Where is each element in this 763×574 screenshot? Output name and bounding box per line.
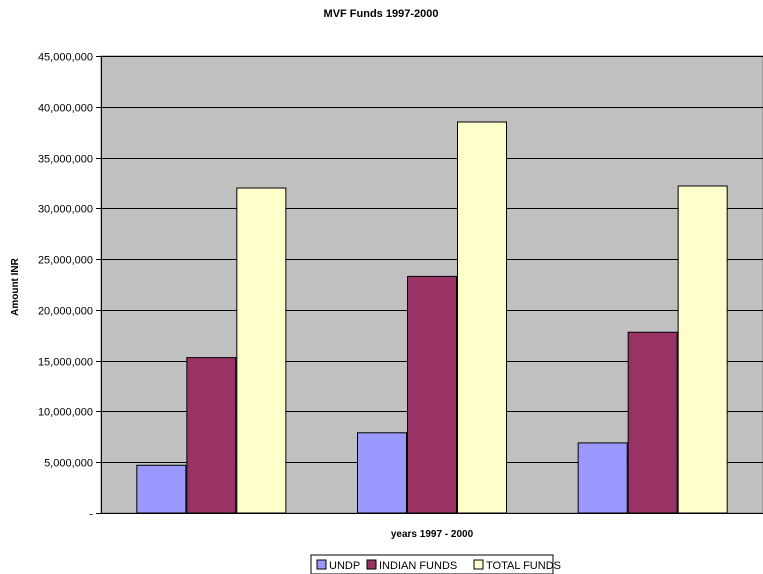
y-tick-label: 15,000,000: [38, 357, 93, 369]
bar: [457, 121, 507, 514]
y-tick-label: 30,000,000: [38, 204, 93, 216]
bar: [186, 357, 237, 514]
y-axis-ticks: - 5,000,000 10,000,000 15,000,000 20,000,000…: [38, 52, 101, 521]
y-axis-title: Amount INR: [10, 257, 21, 316]
bar: [136, 464, 187, 514]
y-tick-label: 25,000,000: [38, 255, 93, 267]
y-tick-label: 40,000,000: [38, 103, 93, 115]
bar: [677, 185, 728, 514]
legend: UNDP INDIAN FUNDS TOTAL FUNDS: [310, 554, 561, 574]
legend-label: UNDP: [329, 560, 360, 572]
y-tick-label: 10,000,000: [38, 407, 93, 419]
bar: [357, 432, 407, 514]
legend-swatch: [316, 559, 327, 570]
y-tick-label: -: [89, 509, 93, 521]
y-tick-label: 5,000,000: [44, 458, 93, 470]
bar: [236, 187, 287, 514]
legend-label: TOTAL FUNDS: [486, 560, 561, 572]
chart-title: MVF Funds 1997-2000: [324, 8, 439, 20]
legend-swatch: [473, 559, 484, 570]
y-tick-label: 45,000,000: [38, 52, 93, 64]
bar: [627, 331, 678, 514]
bars: [136, 121, 728, 514]
legend-label: INDIAN FUNDS: [379, 560, 457, 572]
bar: [407, 275, 457, 514]
x-axis-title: years 1997 - 2000: [391, 529, 474, 540]
y-tick-label: 20,000,000: [38, 306, 93, 318]
y-tick-label: 35,000,000: [38, 154, 93, 166]
legend-swatch: [366, 559, 377, 570]
bar: [577, 442, 628, 514]
